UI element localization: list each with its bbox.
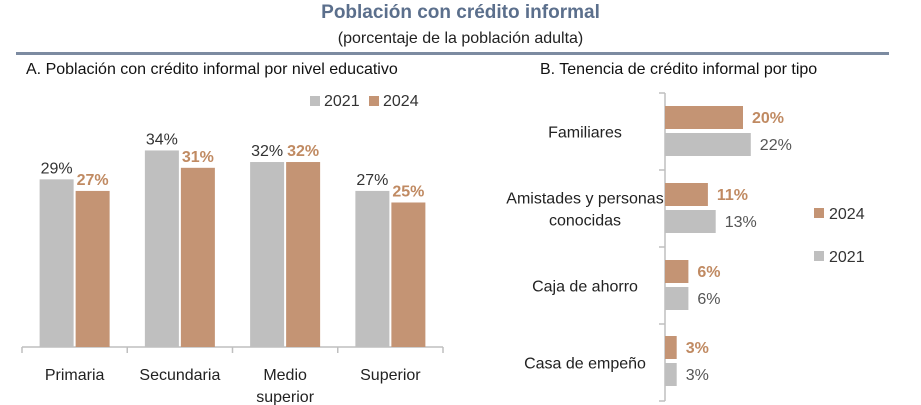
data-label-2024-0: 20% bbox=[752, 110, 784, 127]
bar-2024-1 bbox=[180, 167, 215, 347]
bar-2021-1 bbox=[144, 150, 179, 347]
y-tick-label: Casa de empeño bbox=[524, 356, 646, 373]
x-tick-label: Primaria bbox=[45, 367, 105, 384]
legend-swatch-2021 bbox=[310, 96, 320, 106]
legend-swatch-b-2021 bbox=[814, 251, 824, 261]
hbar-2021-1 bbox=[665, 210, 716, 233]
x-tick-label: Medio bbox=[263, 367, 307, 384]
bar-2021-0 bbox=[39, 179, 74, 347]
legend-swatch-b-2024 bbox=[814, 208, 824, 218]
data-label-2021-0: 22% bbox=[760, 137, 792, 154]
y-tick-label: conocidas bbox=[549, 213, 621, 230]
hbar-2024-0 bbox=[665, 106, 743, 129]
data-label-2024-0: 27% bbox=[77, 172, 109, 189]
hbar-2024-1 bbox=[665, 183, 708, 206]
hbar-2024-3 bbox=[665, 336, 677, 359]
data-label-2021-3: 3% bbox=[686, 367, 709, 384]
hbar-2021-3 bbox=[665, 363, 677, 386]
x-tick-label: Secundaria bbox=[139, 367, 220, 384]
legend-label-2024: 2024 bbox=[383, 93, 419, 110]
hbar-2021-2 bbox=[665, 287, 689, 310]
panel-a-title: A. Población con crédito informal por ni… bbox=[26, 61, 398, 78]
data-label-2021-2: 6% bbox=[697, 291, 720, 308]
chart-title: Población con crédito informal bbox=[321, 2, 600, 23]
panel-b-title: B. Tenencia de crédito informal por tipo bbox=[540, 61, 818, 78]
y-tick-label: Familiares bbox=[548, 125, 622, 142]
chart-subtitle: (porcentaje de la población adulta) bbox=[337, 30, 584, 47]
data-label-2024-2: 6% bbox=[697, 264, 720, 281]
y-tick-label: Amistades y personas bbox=[506, 191, 663, 208]
data-label-2021-1: 13% bbox=[725, 214, 757, 231]
data-label-2024-1: 31% bbox=[182, 149, 214, 166]
data-label-2024-3: 25% bbox=[392, 183, 424, 200]
data-label-2024-2: 32% bbox=[287, 143, 319, 160]
data-label-2024-1: 11% bbox=[717, 187, 748, 204]
legend-label-b-2021: 2021 bbox=[829, 249, 865, 266]
bar-2021-3 bbox=[355, 190, 390, 347]
bar-2024-0 bbox=[75, 190, 110, 347]
data-label-2021-2: 32% bbox=[251, 143, 283, 160]
bar-2021-2 bbox=[250, 162, 285, 347]
hbar-2021-0 bbox=[665, 133, 751, 156]
legend-label-b-2024: 2024 bbox=[829, 206, 865, 223]
bar-2024-2 bbox=[286, 162, 321, 347]
title-divider bbox=[16, 52, 889, 55]
data-label-2024-3: 3% bbox=[686, 340, 709, 357]
hbar-2024-2 bbox=[665, 260, 689, 283]
x-tick-label: Superior bbox=[360, 367, 421, 384]
legend-label-2021: 2021 bbox=[324, 93, 360, 110]
y-tick-label: Caja de ahorro bbox=[532, 279, 638, 296]
data-label-2021-1: 34% bbox=[146, 131, 178, 148]
data-label-2021-0: 29% bbox=[41, 160, 73, 177]
data-label-2021-3: 27% bbox=[356, 172, 388, 189]
legend-swatch-2024 bbox=[369, 96, 379, 106]
bar-2024-3 bbox=[391, 202, 426, 347]
x-tick-label: superior bbox=[256, 389, 314, 405]
